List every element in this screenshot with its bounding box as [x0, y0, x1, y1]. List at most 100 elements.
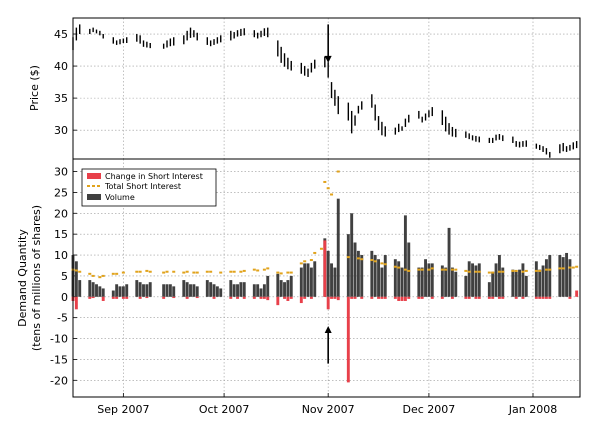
volume-bar — [256, 284, 260, 297]
volume-bar — [232, 284, 236, 297]
short-interest-change-bar — [370, 296, 374, 299]
volume-bar — [95, 284, 98, 297]
short-interest-change-bar — [474, 296, 478, 299]
total-short-interest-point — [326, 187, 330, 190]
short-interest-change-bar — [568, 296, 572, 299]
volume-bar — [148, 282, 152, 297]
total-short-interest-point — [319, 247, 323, 250]
short-interest-change-bar — [407, 296, 411, 299]
total-short-interest-point — [98, 276, 102, 279]
volume-bar — [494, 263, 498, 297]
short-interest-change-bar — [440, 296, 444, 299]
short-interest-change-bar — [289, 296, 293, 299]
total-short-interest-point — [172, 270, 176, 273]
short-interest-change-bar — [464, 296, 468, 299]
demand-arrow-head — [324, 326, 332, 334]
total-short-interest-point — [444, 268, 448, 271]
total-short-interest-point — [148, 270, 152, 273]
volume-bar — [424, 259, 427, 297]
volume-bar — [487, 282, 491, 297]
total-short-interest-point — [145, 269, 149, 272]
volume-bar — [135, 280, 139, 297]
total-short-interest-point — [256, 269, 260, 272]
volume-bar — [330, 263, 333, 297]
volume-bar — [303, 263, 307, 297]
total-short-interest-point — [575, 265, 579, 268]
volume-bar — [558, 255, 562, 297]
demand-y-axis-label-line2: (tens of millions of shares) — [30, 205, 43, 351]
volume-bar — [417, 267, 421, 297]
volume-bar — [289, 275, 293, 297]
total-short-interest-point — [360, 258, 364, 261]
short-interest-change-bar — [336, 296, 340, 301]
legend: Change in Short Interest Total Short Int… — [81, 168, 217, 207]
volume-bar — [444, 267, 448, 297]
volume-bar — [78, 280, 82, 297]
total-short-interest-point — [242, 269, 246, 272]
total-short-interest-point — [477, 270, 481, 273]
demand-y-tick-label: -20 — [50, 374, 68, 387]
volume-bar — [427, 263, 431, 297]
price-ohlc-bars — [72, 24, 578, 158]
total-short-interest-point — [467, 270, 471, 273]
total-short-interest-point — [524, 269, 528, 272]
volume-bar — [205, 280, 209, 297]
volume-bar — [400, 267, 404, 297]
volume-bar — [283, 282, 286, 297]
short-interest-change-bar — [377, 296, 380, 299]
short-interest-change-bar — [111, 296, 115, 299]
volume-bar — [403, 215, 407, 297]
demand-bars — [71, 198, 579, 383]
volume-bar — [454, 271, 458, 297]
volume-bar — [447, 227, 451, 297]
demand-x-tick-label: Jan 2008 — [508, 403, 557, 416]
volume-bar — [91, 282, 95, 297]
total-short-interest-point — [430, 267, 434, 270]
total-short-interest-point — [182, 271, 186, 274]
volume-bar — [497, 255, 501, 297]
short-interest-change-bar — [101, 296, 105, 301]
total-short-interest-point — [276, 271, 280, 274]
total-short-interest-point — [303, 260, 307, 263]
price-panel: 30 35 40 45 Price ($) — [28, 17, 581, 160]
volume-bar — [561, 257, 565, 297]
demand-y-axis: -20 -15 -10 -5 0 5 10 15 20 25 30 — [50, 166, 77, 387]
volume-bar — [98, 286, 102, 297]
volume-bar — [88, 280, 92, 297]
short-interest-change-bar — [353, 296, 357, 299]
total-short-interest-point — [383, 263, 387, 266]
volume-bar — [286, 280, 290, 297]
short-interest-change-bar — [417, 296, 421, 299]
total-short-interest-point — [279, 272, 283, 275]
legend-label-total: Total Short Interest — [104, 182, 181, 191]
volume-bar — [74, 261, 78, 297]
demand-x-tick-label: Dec 2007 — [403, 403, 456, 416]
short-interest-change-bar — [195, 296, 199, 299]
volume-bar — [219, 288, 223, 297]
short-interest-change-bar — [501, 296, 505, 299]
volume-bar — [356, 250, 360, 297]
price-y-tick-label: 35 — [54, 92, 68, 105]
volume-bar — [370, 250, 374, 297]
volume-bar — [383, 255, 387, 297]
total-short-interest-point — [417, 268, 421, 271]
short-interest-change-bar — [477, 296, 481, 299]
volume-bar — [111, 290, 115, 297]
price-gridlines — [73, 18, 580, 159]
volume-bar — [524, 275, 528, 297]
price-annotation-arrow — [324, 24, 332, 63]
short-interest-change-bar — [286, 296, 290, 301]
total-short-interest-point — [74, 269, 78, 272]
demand-x-tick-label: Oct 2007 — [199, 403, 250, 416]
total-short-interest-point — [534, 269, 538, 272]
volume-bar — [407, 242, 411, 297]
short-interest-change-bar — [323, 240, 327, 297]
volume-bar — [336, 198, 340, 297]
short-interest-change-bar — [229, 296, 233, 299]
volume-bar — [215, 286, 219, 297]
total-short-interest-point — [115, 272, 119, 275]
volume-bar — [491, 271, 495, 297]
volume-bar — [420, 267, 424, 297]
volume-bar — [242, 282, 246, 297]
total-short-interest-point — [407, 269, 411, 272]
